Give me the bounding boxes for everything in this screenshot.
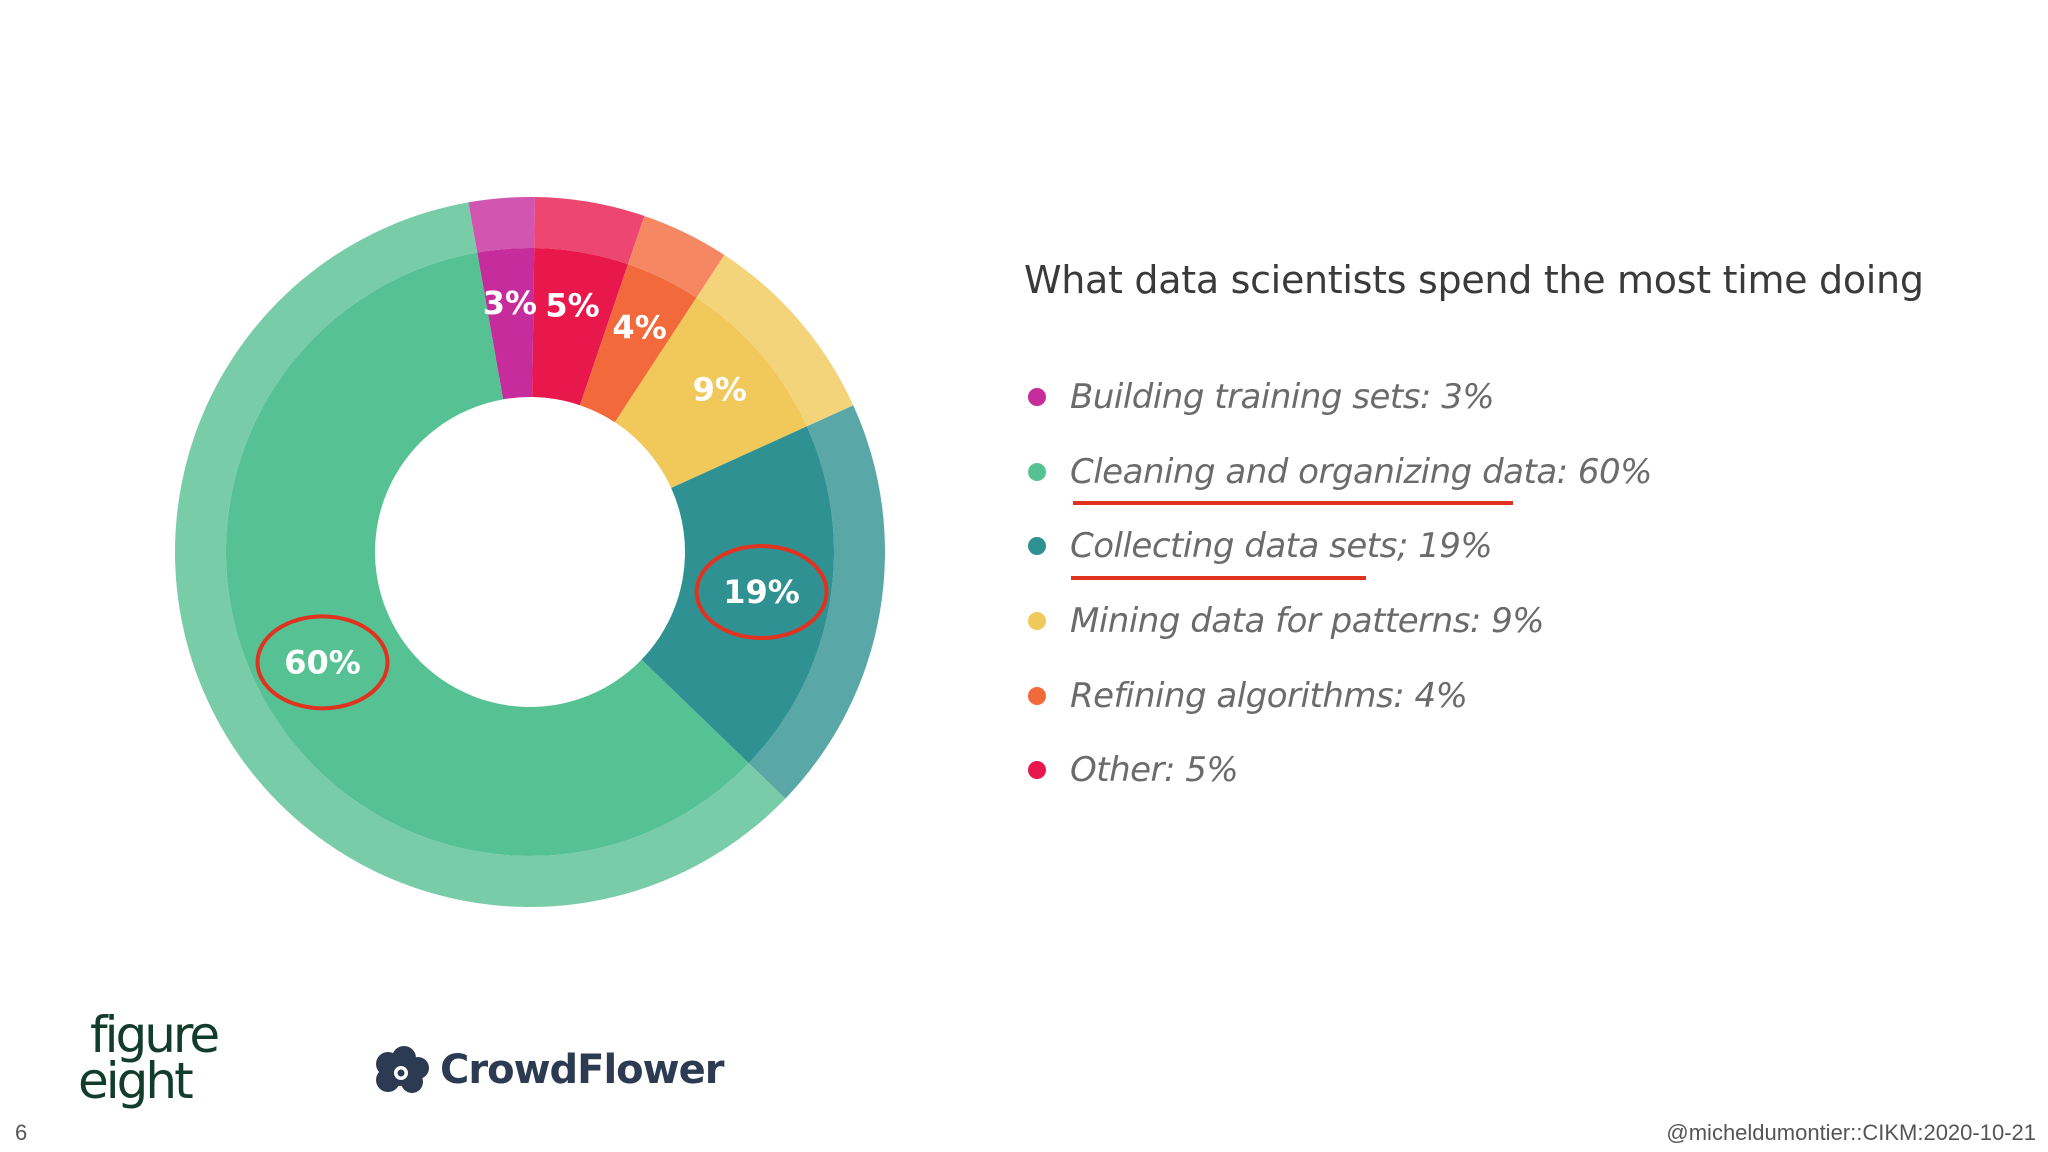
legend-item-other: Other: 5%	[1028, 733, 1652, 808]
legend-label: Refining algorithms: 4%	[1070, 675, 1468, 716]
highlight-circle-collecting-data-sets	[694, 543, 829, 640]
chart-title: What data scientists spend the most time…	[1024, 258, 1924, 302]
slice-outer-refining-algorithms	[627, 215, 725, 298]
slice-other	[532, 248, 628, 406]
legend-item-refining-algorithms: Refining algorithms: 4%	[1028, 658, 1652, 733]
slice-building-training-sets	[477, 247, 535, 400]
highlight-circle-cleaning-and-organizing-data	[255, 614, 390, 711]
legend-label: Building training sets: 3%	[1070, 377, 1495, 418]
footer-credit: @micheldumontier::CIKM:2020-10-21	[1666, 1120, 2036, 1145]
slice-label-mining-data-for-patterns: 9%	[693, 370, 747, 408]
slice-mining-data-for-patterns	[614, 297, 807, 488]
legend-dot-icon	[1028, 761, 1046, 780]
legend-label: Other: 5%	[1070, 750, 1239, 791]
page-number: 6	[15, 1120, 28, 1145]
slice-label-refining-algorithms: 4%	[612, 308, 666, 346]
legend-item-cleaning-organizing: Cleaning and organizing data: 60%	[1028, 435, 1653, 510]
crowdflower-logo: CrowdFlower	[368, 1040, 724, 1100]
slice-label-cleaning-and-organizing-data: 60%	[284, 643, 361, 681]
legend-label: Mining data for patterns: 9%	[1070, 601, 1545, 642]
highlight-annotations	[255, 543, 829, 711]
legend: Building training sets: 3% Cleaning and …	[1028, 360, 1653, 808]
slice-refining-algorithms	[579, 264, 697, 423]
legend-item-mining-data: Mining data for patterns: 9%	[1028, 584, 1652, 659]
slice-outer-building-training-sets	[468, 197, 535, 253]
slice-outer-mining-data-for-patterns	[696, 254, 854, 427]
slice-labels: 3% 5% 4% 9% 19% 60%	[284, 284, 800, 682]
legend-label: Cleaning and organizing data: 60%	[1070, 451, 1653, 492]
legend-label: Collecting data sets; 19%	[1070, 526, 1493, 567]
slice-cleaning-and-organizing-data	[225, 252, 749, 857]
legend-dot-icon	[1028, 537, 1046, 556]
crowdflower-wordmark: CrowdFlower	[440, 1047, 724, 1093]
legend-dot-icon	[1028, 462, 1046, 481]
legend-item-collecting-data-sets: Collecting data sets; 19%	[1028, 509, 1652, 584]
slice-outer-collecting-data-sets	[748, 405, 886, 799]
figure-eight-logo: figure eight	[78, 1006, 220, 1125]
slice-outer-cleaning-and-organizing-data	[174, 202, 786, 907]
flower-icon	[376, 1046, 429, 1093]
donut-inner-ring	[225, 247, 834, 857]
legend-dot-icon	[1028, 686, 1046, 705]
logo-word: eight	[78, 1052, 194, 1110]
red-underline-annotation	[1071, 575, 1366, 580]
logo-word: figure	[90, 1006, 220, 1064]
red-underline-annotation	[1073, 501, 1513, 506]
legend-dot-icon	[1028, 388, 1046, 407]
slice-outer-other	[534, 197, 645, 265]
legend-item-building-training-sets: Building training sets: 3%	[1028, 360, 1652, 435]
slice-label-building-training-sets: 3%	[483, 284, 537, 322]
slice-label-collecting-data-sets: 19%	[723, 573, 800, 611]
slice-collecting-data-sets	[641, 426, 834, 764]
slice-label-other: 5%	[545, 287, 599, 325]
donut-outer-ring	[174, 197, 886, 907]
legend-dot-icon	[1028, 612, 1046, 631]
